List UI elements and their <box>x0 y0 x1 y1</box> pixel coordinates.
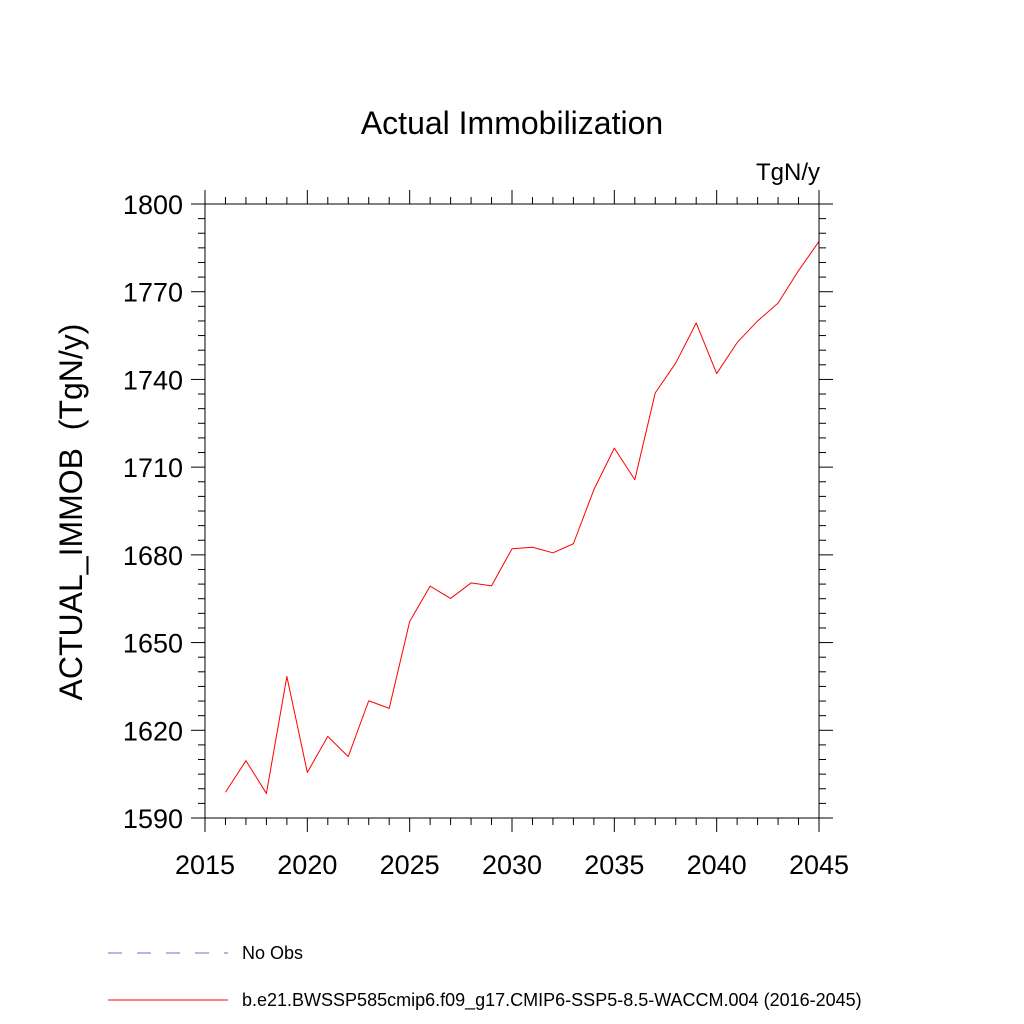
chart-title: Actual Immobilization <box>361 105 663 141</box>
y-tick-label: 1680 <box>123 541 183 571</box>
y-tick-label: 1710 <box>123 453 183 483</box>
x-tick-label: 2035 <box>584 850 644 880</box>
x-tick-label: 2015 <box>175 850 235 880</box>
x-tick-label: 2020 <box>277 850 337 880</box>
y-axis-label: ACTUAL_IMMOB (TgN/y) <box>53 324 89 701</box>
x-tick-label: 2030 <box>482 850 542 880</box>
units-label: TgN/y <box>756 159 820 186</box>
series-layer <box>225 241 820 794</box>
y-tick-label: 1740 <box>123 365 183 395</box>
legend: No Obs b.e21.BWSSP585cmip6.f09_g17.CMIP6… <box>108 943 862 1011</box>
legend-label-series: b.e21.BWSSP585cmip6.f09_g17.CMIP6-SSP5-8… <box>242 990 862 1011</box>
series-line <box>225 241 820 794</box>
y-tick-label: 1800 <box>123 190 183 220</box>
x-tick-label: 2025 <box>380 850 440 880</box>
y-tick-label: 1770 <box>123 278 183 308</box>
legend-label-no-obs: No Obs <box>242 943 303 963</box>
y-tick-label: 1650 <box>123 629 183 659</box>
y-tick-label: 1590 <box>123 804 183 834</box>
axis-ticks: 2015 2020 2025 2030 2035 2040 2045 1590 1620 1650… <box>123 190 849 880</box>
plot-frame <box>204 203 820 819</box>
y-tick-label: 1620 <box>123 716 183 746</box>
x-tick-label: 2040 <box>687 850 747 880</box>
x-tick-label: 2045 <box>789 850 849 880</box>
